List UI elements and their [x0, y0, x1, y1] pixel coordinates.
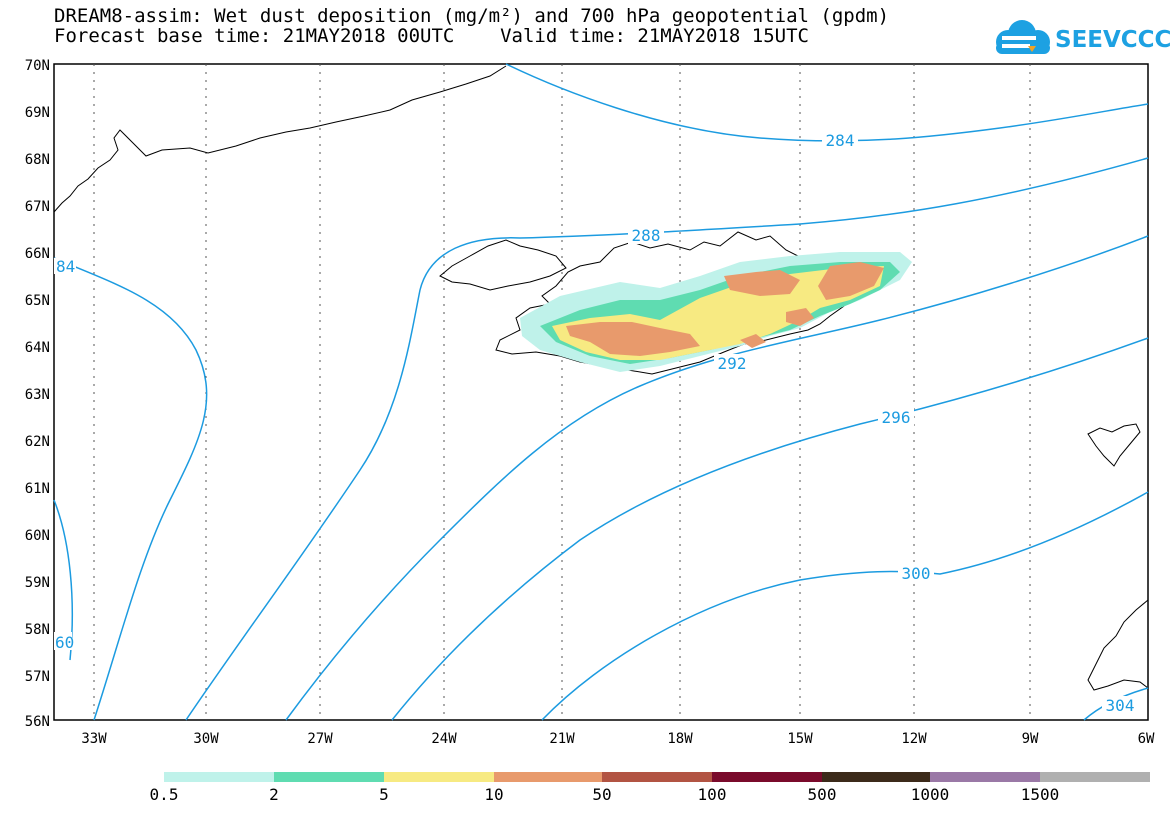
legend-label: 2	[269, 785, 279, 804]
lon-label: 18W	[667, 731, 693, 747]
legend-swatch	[712, 772, 822, 782]
contour-label-300: 300	[902, 564, 931, 583]
contour-label-292: 292	[718, 354, 747, 373]
lat-label: 64N	[25, 340, 50, 356]
lat-label: 69N	[25, 105, 50, 121]
contour-label-284-edge: 84	[56, 257, 75, 276]
lon-label: 15W	[787, 731, 813, 747]
contour-label-288: 288	[632, 226, 661, 245]
legend-swatch	[1040, 772, 1150, 782]
legend-colorbar	[164, 772, 1150, 782]
lat-label: 66N	[25, 246, 50, 262]
legend-label: 1500	[1021, 785, 1060, 804]
lon-label: 27W	[307, 731, 333, 747]
legend-label: 500	[808, 785, 837, 804]
legend-label: 50	[592, 785, 611, 804]
legend-label: 10	[484, 785, 503, 804]
seevccc-logo-cloud-icon	[996, 20, 1050, 54]
lat-label: 68N	[25, 152, 50, 168]
lon-label: 12W	[901, 731, 927, 747]
legend-swatch	[930, 772, 1040, 782]
legend-labels: 0.5 2 5 10 50 100 500 1000 1500	[150, 785, 1060, 804]
lon-label: 24W	[431, 731, 457, 747]
latitude-labels: 70N 69N 68N 67N 66N 65N 64N 63N 62N 61N …	[25, 58, 50, 730]
logo-text: SEEVCCC	[1055, 27, 1172, 53]
lon-label: 33W	[81, 731, 107, 747]
contour-label-304: 304	[1106, 696, 1135, 715]
legend-swatch	[274, 772, 384, 782]
scotland-coast	[1087, 599, 1149, 691]
plot-frame	[53, 63, 1149, 721]
legend-swatch	[822, 772, 930, 782]
faroe-islands-coast	[1087, 423, 1141, 467]
lat-label: 70N	[25, 58, 50, 74]
contour-labels: 284 288 292 296 300 84 60 304	[54, 130, 1138, 715]
legend-swatch	[164, 772, 274, 782]
lon-label: 30W	[193, 731, 219, 747]
legend-label: 5	[379, 785, 389, 804]
legend-label: 1000	[911, 785, 950, 804]
greenland-coastline	[53, 65, 507, 213]
lon-label: 9W	[1022, 731, 1039, 747]
lat-label: 63N	[25, 387, 50, 403]
geopotential-contours	[53, 63, 1149, 721]
legend-swatch	[384, 772, 494, 782]
map-subtitle-times: Forecast base time: 21MAY2018 00UTC Vali…	[54, 25, 809, 47]
lat-label: 61N	[25, 481, 50, 497]
contour-label-296: 296	[882, 408, 911, 427]
contour-label-300-edge: 60	[55, 633, 74, 652]
lat-label: 67N	[25, 199, 50, 215]
lat-label: 57N	[25, 669, 50, 685]
legend-swatch	[494, 772, 602, 782]
longitude-gridlines	[93, 64, 1031, 720]
lon-label: 6W	[1138, 731, 1155, 747]
longitude-labels: 33W 30W 27W 24W 21W 18W 15W 12W 9W 6W	[81, 731, 1155, 747]
contour-label-284: 284	[826, 131, 855, 150]
lat-label: 59N	[25, 575, 50, 591]
lat-label: 56N	[25, 714, 50, 730]
dust-deposition-shading	[520, 252, 912, 372]
lon-label: 21W	[549, 731, 575, 747]
legend-label: 0.5	[150, 785, 179, 804]
legend-label: 100	[698, 785, 727, 804]
lat-label: 60N	[25, 528, 50, 544]
lat-label: 65N	[25, 293, 50, 309]
legend-swatch	[602, 772, 712, 782]
lat-label: 62N	[25, 434, 50, 450]
lat-label: 58N	[25, 622, 50, 638]
map-title: DREAM8-assim: Wet dust deposition (mg/m²…	[54, 5, 890, 27]
